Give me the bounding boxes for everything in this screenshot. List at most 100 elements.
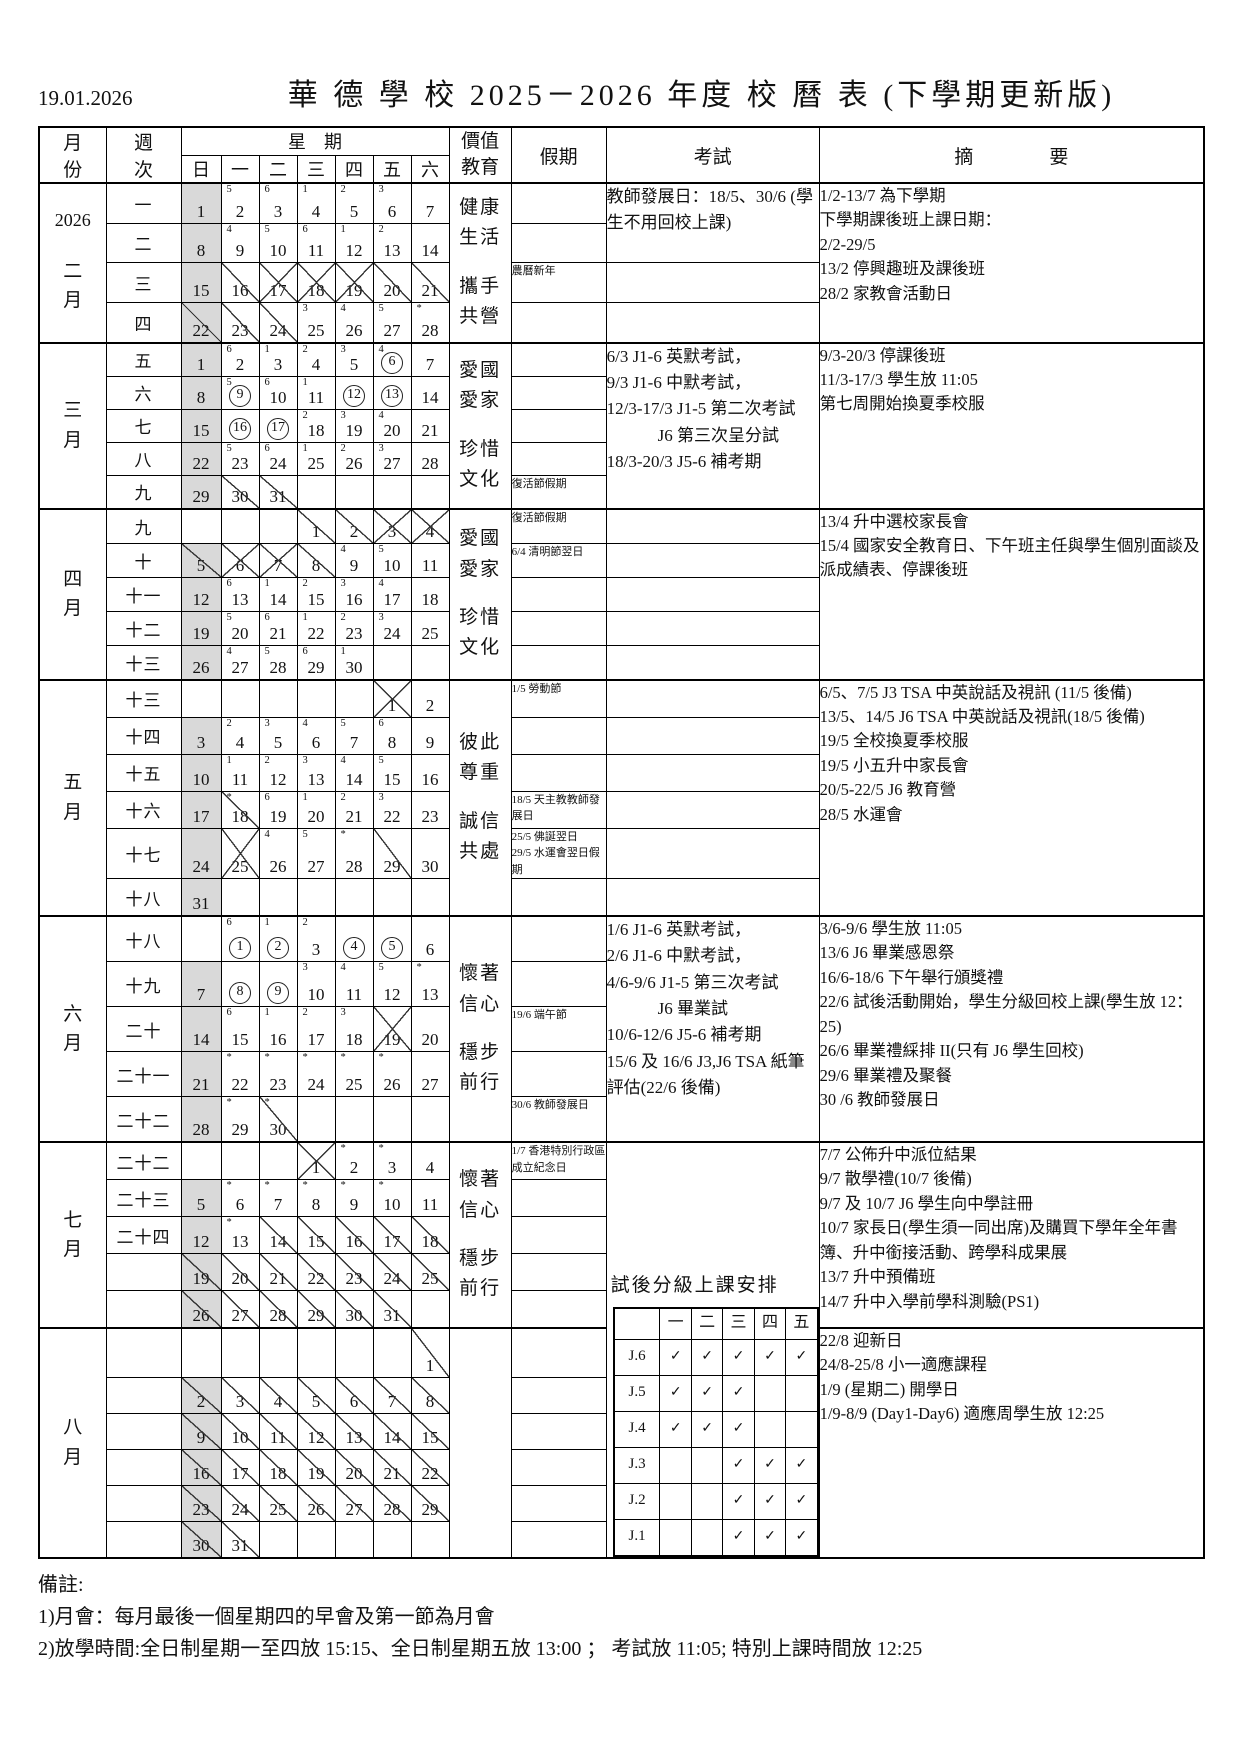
week-label: 二十二 bbox=[105, 1096, 182, 1143]
day-cell: 3 22 bbox=[372, 790, 412, 829]
date-number: 17 bbox=[260, 416, 296, 440]
date-number: 22 bbox=[192, 320, 210, 340]
cycle-day-superscript: 6 bbox=[264, 442, 270, 454]
day-cell: 21 bbox=[258, 1253, 298, 1292]
date-number: 11 bbox=[421, 1195, 439, 1215]
day-cell: 6 bbox=[334, 1376, 374, 1414]
day-cell: 19 bbox=[334, 262, 374, 303]
date-number: 3 bbox=[273, 354, 283, 374]
cycle-day-superscript: 4 bbox=[340, 302, 346, 314]
post-exam-check-cell: ✓ bbox=[753, 1482, 787, 1520]
date-number: 3 bbox=[235, 1391, 245, 1411]
post-exam-col-header: 三 bbox=[722, 1307, 755, 1340]
date-number: 18 bbox=[307, 280, 325, 300]
holiday-cell bbox=[510, 375, 607, 410]
circled-date: 2 bbox=[267, 937, 289, 960]
date-number: 6 bbox=[374, 350, 410, 374]
week-label: 五 bbox=[105, 341, 182, 377]
day-cell bbox=[220, 1327, 260, 1378]
cycle-day-superscript: 3 bbox=[378, 442, 384, 454]
day-cell: 2 bbox=[334, 507, 374, 544]
day-cell bbox=[296, 1520, 336, 1558]
cycle-day-superscript: 6 bbox=[264, 611, 270, 623]
day-cell: * 25 bbox=[334, 1051, 374, 1098]
date-number: 20 bbox=[231, 623, 249, 643]
date-number: 14 bbox=[269, 1232, 287, 1252]
date-number: 24 bbox=[383, 1269, 401, 1289]
cycle-day-superscript: 2 bbox=[340, 791, 346, 803]
date-number: 10 bbox=[269, 387, 287, 407]
day-cell bbox=[410, 644, 450, 681]
day-cell: 21 bbox=[410, 262, 450, 303]
date-number: 17 bbox=[383, 1232, 401, 1252]
date-number: 24 bbox=[383, 623, 401, 643]
day-cell: 2 15 bbox=[296, 576, 336, 612]
day-cell: 1 16 bbox=[258, 1006, 298, 1053]
day-cell bbox=[258, 507, 298, 544]
day-cell: 13 bbox=[372, 375, 412, 410]
summary-cell: 9/3-20/3 停課後班 11/3-17/3 學生放 11:05 第七周開始換… bbox=[818, 341, 1205, 510]
post-exam-row-label: J.1 bbox=[613, 1518, 661, 1556]
exam-cell bbox=[605, 542, 820, 578]
value-education-phrase: 穩步前行 bbox=[459, 1042, 502, 1094]
day-cell bbox=[180, 1141, 222, 1181]
post-exam-check-cell bbox=[785, 1410, 819, 1448]
date-number: 1 bbox=[196, 201, 206, 221]
day-cell: 2 12 bbox=[258, 753, 298, 792]
date-number: 23 bbox=[421, 806, 439, 826]
col-header-values: 價值教育 bbox=[448, 126, 512, 184]
col-header-day-2: 二 bbox=[258, 154, 298, 184]
day-cell: 8 bbox=[180, 375, 222, 410]
cycle-day-superscript: * bbox=[340, 1143, 346, 1155]
holiday-cell bbox=[510, 1051, 607, 1098]
day-cell: 6 10 bbox=[258, 375, 298, 410]
holiday-cell bbox=[510, 301, 607, 344]
day-cell: * 28 bbox=[410, 301, 450, 344]
date-number: 13 bbox=[345, 1427, 363, 1447]
day-cell: 25 bbox=[220, 827, 260, 880]
date-number: 30 bbox=[421, 857, 439, 877]
post-exam-check-cell bbox=[659, 1446, 692, 1484]
cycle-day-superscript: 5 bbox=[302, 828, 308, 840]
post-exam-check-cell: ✓ bbox=[659, 1374, 692, 1412]
date-number: 19 bbox=[269, 806, 287, 826]
week-label: 七 bbox=[105, 408, 182, 443]
day-cell bbox=[258, 1520, 298, 1558]
date-number: 4 bbox=[425, 1158, 435, 1178]
date-number: 19 bbox=[307, 1463, 325, 1483]
date-number: 5 bbox=[196, 1195, 206, 1215]
date-number: 13 bbox=[374, 383, 410, 407]
date-number: 31 bbox=[231, 1535, 249, 1555]
col-header-day-5: 五 bbox=[372, 154, 412, 184]
date-number: 2 bbox=[235, 354, 245, 374]
date-number: 19 bbox=[345, 420, 363, 440]
date-number: 26 bbox=[192, 657, 210, 677]
day-cell: 17 bbox=[220, 1448, 260, 1486]
day-cell: 3 19 bbox=[334, 408, 374, 443]
date-number: 8 bbox=[196, 387, 206, 407]
post-exam-check-cell: ✓ bbox=[753, 1446, 787, 1484]
cycle-day-superscript: 3 bbox=[378, 184, 384, 195]
date-number: 28 bbox=[421, 320, 439, 340]
day-cell: 5 10 bbox=[372, 542, 412, 578]
day-cell: * 30 bbox=[258, 1096, 298, 1143]
day-cell: 27 bbox=[220, 1290, 260, 1329]
date-number: 1 bbox=[311, 1158, 321, 1178]
circled-date: 9 bbox=[267, 982, 289, 1005]
week-label: 三 bbox=[105, 262, 182, 303]
cycle-day-superscript: 3 bbox=[340, 577, 346, 589]
date-number: 26 bbox=[192, 1306, 210, 1326]
cycle-day-superscript: 4 bbox=[378, 409, 384, 421]
date-number: 31 bbox=[383, 1306, 401, 1326]
post-exam-check-cell: ✓ bbox=[659, 1338, 692, 1376]
cycle-day-superscript: 3 bbox=[340, 1007, 346, 1019]
date-number: 9 bbox=[196, 1427, 206, 1447]
day-cell: * 24 bbox=[296, 1051, 336, 1098]
day-cell: 7 bbox=[410, 341, 450, 377]
date-number: 31 bbox=[192, 894, 210, 914]
day-cell: 8 bbox=[410, 1376, 450, 1414]
